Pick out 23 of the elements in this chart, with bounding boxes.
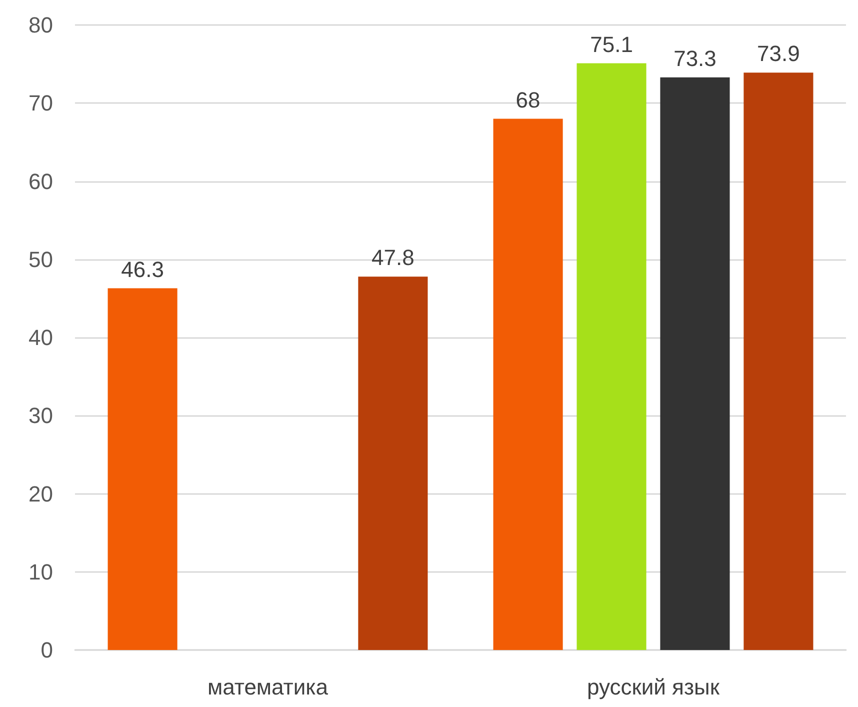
data-label: 46.3 xyxy=(121,256,164,282)
data-label: 47.8 xyxy=(372,245,414,270)
y-tick-label: 80 xyxy=(28,12,53,38)
data-label: 73.9 xyxy=(757,41,800,66)
y-tick-label: 30 xyxy=(28,403,53,428)
y-tick-label: 0 xyxy=(40,638,53,662)
bar xyxy=(493,118,563,650)
x-tick-label: математика xyxy=(207,674,329,700)
bar xyxy=(358,276,428,650)
y-tick-label: 20 xyxy=(28,481,53,506)
bar xyxy=(660,77,730,650)
bar xyxy=(576,63,646,650)
data-label: 68 xyxy=(516,87,540,112)
data-label: 73.3 xyxy=(674,46,716,71)
bar xyxy=(744,72,814,650)
x-tick-label: русский язык xyxy=(587,674,720,700)
data-label: 75.1 xyxy=(590,32,633,57)
y-tick-label: 50 xyxy=(28,246,53,272)
y-tick-label: 70 xyxy=(28,90,53,116)
bar xyxy=(108,288,178,650)
y-tick-label: 40 xyxy=(28,325,53,350)
y-tick-label: 60 xyxy=(28,168,53,194)
y-tick-label: 10 xyxy=(28,559,53,584)
